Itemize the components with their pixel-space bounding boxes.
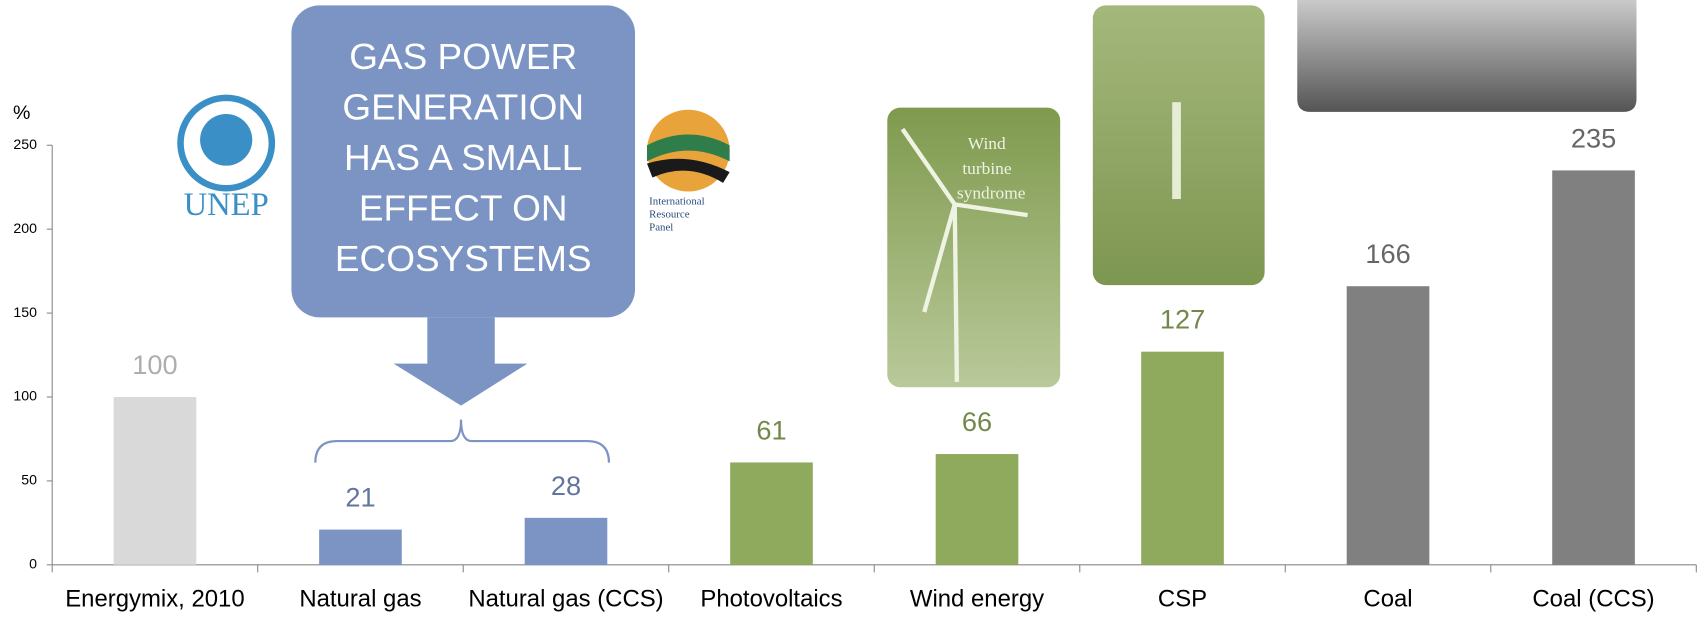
callout-line: GENERATION — [342, 87, 584, 128]
unep-text: UNEP — [184, 187, 269, 223]
photo-text: syndrome — [957, 184, 1026, 203]
bar — [730, 462, 813, 565]
callout-line: GAS POWER — [349, 36, 577, 77]
callout-box — [291, 5, 636, 318]
unep-globe — [200, 114, 253, 166]
turbine-blades — [900, 127, 1028, 313]
y-tick-label: 200 — [13, 220, 37, 236]
callout-line: EFFECT ON — [359, 188, 568, 229]
callout-arrow — [393, 317, 528, 406]
csp-tower — [1172, 102, 1181, 200]
turbine-tower — [952, 204, 960, 382]
x-tick-label: Natural gas (CCS) — [468, 586, 663, 613]
irp-text: International — [649, 196, 704, 208]
bar — [524, 517, 608, 565]
photo-text: turbine — [962, 159, 1012, 178]
irp-text: Panel — [649, 222, 673, 234]
y-tick-label: 150 — [13, 304, 37, 320]
y-axis-label: % — [13, 102, 30, 124]
value-label: 166 — [1365, 239, 1410, 269]
x-tick-label: Coal (CCS) — [1532, 586, 1654, 613]
irp-text: Resource — [649, 209, 690, 221]
x-tick-label: CSP — [1158, 586, 1207, 613]
callout-line: ECOSYSTEMS — [335, 238, 592, 279]
value-label: 235 — [1571, 124, 1616, 154]
y-tick-label: 50 — [21, 472, 37, 488]
wind-photo — [887, 107, 1061, 388]
x-tick-label: Photovoltaics — [700, 586, 842, 613]
x-tick-label: Coal — [1363, 586, 1412, 613]
value-label: 61 — [756, 416, 786, 446]
callout-line: HAS A SMALL — [344, 137, 582, 178]
photo-text: Wind — [968, 134, 1006, 153]
coal-photo — [1297, 0, 1637, 112]
irp-stripe — [646, 158, 730, 183]
bar — [1141, 351, 1224, 565]
bar — [1346, 286, 1430, 565]
x-tick-label: Natural gas — [299, 586, 421, 613]
bar — [935, 454, 1019, 565]
bar — [113, 396, 197, 565]
y-tick-label: 250 — [13, 136, 37, 152]
value-label: 100 — [132, 350, 177, 380]
bar — [1552, 170, 1635, 565]
callout-text: GAS POWER GENERATION HAS A SMALL EFFECT ON E… — [335, 36, 592, 279]
unep-logo — [177, 94, 276, 192]
brace — [314, 419, 611, 463]
x-tick-label: Energymix, 2010 — [65, 586, 244, 613]
y-tick-label: 100 — [13, 388, 37, 404]
value-label: 28 — [551, 471, 581, 501]
bar — [319, 529, 402, 565]
value-label: 127 — [1160, 305, 1205, 335]
x-tick-label: Wind energy — [910, 586, 1044, 613]
value-label: 66 — [962, 407, 992, 437]
irp-stripe — [646, 134, 730, 162]
value-label: 21 — [345, 483, 375, 513]
y-tick-label: 0 — [29, 556, 37, 572]
